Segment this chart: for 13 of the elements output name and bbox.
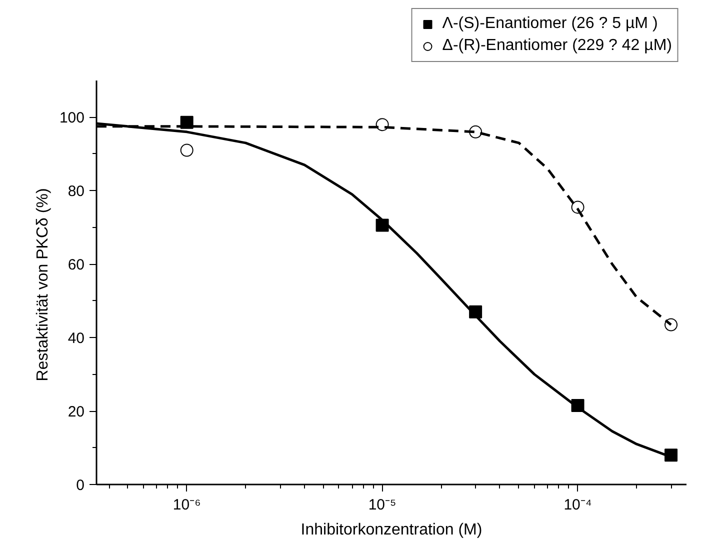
legend-label: Λ-(S)-Enantiomer (26 ? 5 µM )	[442, 15, 658, 33]
x-tick-label: 10⁻⁴	[564, 496, 592, 514]
y-axis-title: Restaktivität von PKCδ (%)	[34, 188, 52, 382]
legend-label: Δ-(R)-Enantiomer (229 ? 42 µM)	[442, 37, 672, 55]
x-tick-label: 10⁻⁵	[368, 496, 396, 514]
y-tick-label: 40	[68, 330, 85, 348]
y-tick-label: 100	[59, 110, 85, 127]
y-tick-label: 80	[68, 183, 85, 200]
y-tick-label: 60	[68, 256, 85, 274]
x-tick-label: 10⁻⁶	[172, 496, 201, 514]
x-axis-title: Inhibitorkonzentration (M)	[300, 522, 482, 538]
y-tick-label: 20	[68, 404, 85, 421]
y-tick-label: 0	[76, 477, 84, 494]
